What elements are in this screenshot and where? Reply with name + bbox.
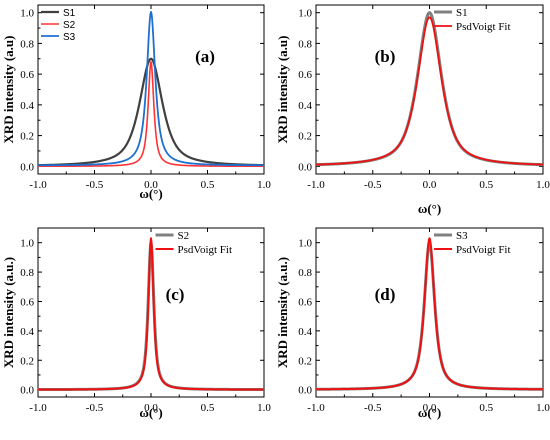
x-tick-label: 0.5 <box>201 179 215 191</box>
series-line-s2 <box>38 241 264 392</box>
series-line-psdvoigt-fit <box>38 237 264 391</box>
y-tick-label: 0.0 <box>298 161 312 173</box>
panel-label: (d) <box>375 285 396 304</box>
series-line-s2 <box>38 61 264 168</box>
legend-label: PsdVoigt Fit <box>456 244 511 256</box>
panel-label: (b) <box>375 47 396 66</box>
legend-label: PsdVoigt Fit <box>178 244 233 256</box>
x-tick-label: 1.0 <box>536 402 550 414</box>
y-tick-label: 0.0 <box>20 161 34 173</box>
x-axis-title: ω(°) <box>418 201 441 216</box>
x-tick-label: -1.0 <box>29 179 47 191</box>
y-tick-label: 0.2 <box>298 355 312 367</box>
x-tick-label: 0.0 <box>144 402 158 414</box>
y-tick-label: 1.0 <box>298 8 312 20</box>
y-tick-label: 0.4 <box>298 100 312 112</box>
chart-panel-2: -1.0 -0.5 0.0 0.5 1.0 0.0 0.2 0.4 0.6 0.8 1.0 ω(°) X… <box>275 4 550 216</box>
y-axis-title: XRD intensity (a.u.) <box>275 257 290 368</box>
x-tick-label: -1.0 <box>29 402 47 414</box>
y-tick-label: 0.6 <box>298 296 312 308</box>
y-tick-label: 0.6 <box>20 69 34 81</box>
x-tick-label: 1.0 <box>257 179 271 191</box>
legend-label: S2 <box>63 20 76 31</box>
x-axis-title: ω(°) <box>139 186 162 201</box>
legend: S3 PsdVoigt Fit <box>434 230 511 256</box>
x-tick-label: -0.5 <box>364 179 382 191</box>
y-tick-label: 0.8 <box>20 38 34 50</box>
chart-panel-3: -1.0 -0.5 0.0 0.5 1.0 0.0 0.2 0.4 0.6 0.8 1.0 ω(°) X… <box>1 227 271 420</box>
y-tick-label: 0.6 <box>20 296 34 308</box>
y-tick-label: 1.0 <box>20 238 34 250</box>
y-tick-label: 1.0 <box>20 8 34 20</box>
x-tick-label: -0.5 <box>364 402 382 414</box>
y-tick-label: 0.8 <box>298 267 312 279</box>
x-tick-label: 0.0 <box>423 402 437 414</box>
series-line-s1 <box>316 11 543 167</box>
x-tick-label: 1.0 <box>536 179 550 191</box>
y-tick-label: 0.2 <box>20 131 34 143</box>
y-tick-label: 0.4 <box>298 326 312 338</box>
y-tick-label: 0.4 <box>20 100 34 112</box>
panel-label: (c) <box>166 285 185 304</box>
legend-label: S3 <box>456 230 468 242</box>
x-axis-title: ω(°) <box>139 405 162 420</box>
y-tick-label: 0.2 <box>20 355 34 367</box>
x-tick-label: -1.0 <box>307 402 325 414</box>
y-tick-label: 0.2 <box>298 131 312 143</box>
legend-label: S3 <box>63 32 76 43</box>
x-tick-label: 0.0 <box>423 179 437 191</box>
y-tick-label: 0.6 <box>298 69 312 81</box>
panel-label: (a) <box>195 47 215 66</box>
series-line-psdvoigt-fit <box>316 237 543 391</box>
y-tick-label: 0.0 <box>298 385 312 397</box>
y-tick-label: 0.0 <box>20 385 34 397</box>
x-tick-label: -1.0 <box>307 179 325 191</box>
legend-label: S2 <box>178 230 190 242</box>
legend-label: S1 <box>456 7 468 19</box>
legend: S2 PsdVoigt Fit <box>155 230 233 256</box>
legend-label: S1 <box>63 8 76 19</box>
y-tick-label: 1.0 <box>298 238 312 250</box>
x-tick-label: 0.0 <box>144 179 158 191</box>
series-line-s1 <box>38 57 264 167</box>
chart-panel-4: -1.0 -0.5 0.0 0.5 1.0 0.0 0.2 0.4 0.6 0.8 1.0 ω(°) X… <box>275 227 550 420</box>
x-tick-label: -0.5 <box>86 402 104 414</box>
series-line-s3 <box>38 11 264 167</box>
x-tick-label: -0.5 <box>86 179 104 191</box>
y-axis-title: XRD intensity (a.u) <box>275 36 290 144</box>
x-tick-label: 0.5 <box>479 179 493 191</box>
x-tick-label: 0.5 <box>201 402 215 414</box>
y-axis-title: XRD intensity (a.u) <box>1 36 16 144</box>
x-axis-title: ω(°) <box>418 405 441 420</box>
legend-label: PsdVoigt Fit <box>456 21 511 33</box>
y-tick-label: 0.8 <box>20 267 34 279</box>
legend: S1 PsdVoigt Fit <box>434 7 511 33</box>
series-line-s3 <box>316 241 543 391</box>
y-tick-label: 0.8 <box>298 38 312 50</box>
chart-panel-1: -1.0 -0.5 0.0 0.5 1.0 0.0 0.2 0.4 0.6 0.8 1.0 ω(°) X… <box>1 4 271 201</box>
x-tick-label: 0.5 <box>479 402 493 414</box>
y-tick-label: 0.4 <box>20 326 34 338</box>
x-tick-label: 1.0 <box>257 402 271 414</box>
series-line-psdvoigt-fit <box>316 16 543 166</box>
y-axis-title: XRD intensity (a.u.) <box>1 257 16 368</box>
